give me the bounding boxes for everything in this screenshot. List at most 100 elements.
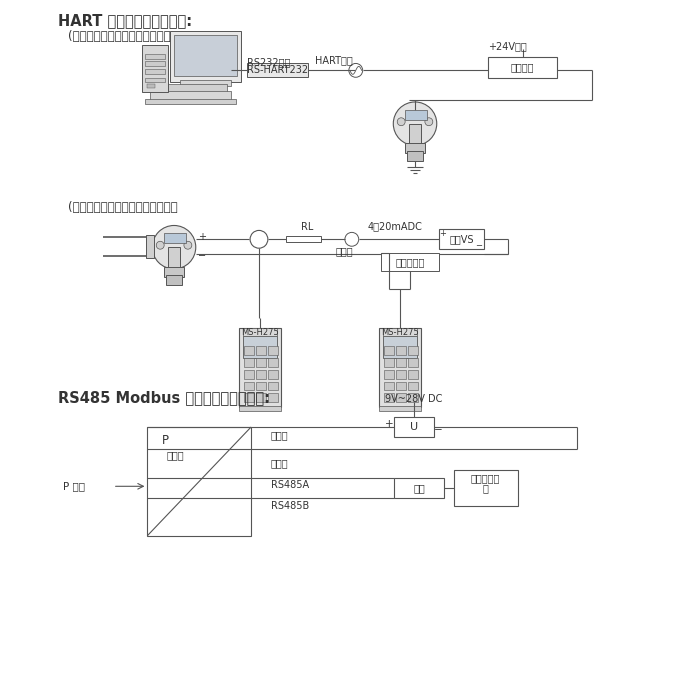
Text: 电源负: 电源负 <box>271 459 288 468</box>
Bar <box>256 370 266 378</box>
Bar <box>150 91 231 100</box>
Bar <box>286 236 321 243</box>
Bar <box>407 151 423 161</box>
Text: HART信号: HART信号 <box>315 55 353 65</box>
Circle shape <box>152 225 195 269</box>
Bar <box>384 382 394 390</box>
Text: +: + <box>439 229 446 238</box>
Bar <box>381 253 439 271</box>
Text: +24V电源: +24V电源 <box>488 42 527 52</box>
Bar <box>268 382 278 390</box>
Bar <box>256 358 266 367</box>
Bar <box>408 358 418 367</box>
Bar <box>146 69 165 74</box>
Bar <box>239 406 280 411</box>
Bar <box>384 346 394 355</box>
Text: RS485 Modbus 输出信号连接示意图:: RS485 Modbus 输出信号连接示意图: <box>59 390 270 405</box>
Text: 电流表: 电流表 <box>335 246 353 256</box>
Bar <box>405 143 425 153</box>
Circle shape <box>156 241 164 249</box>
Text: +: + <box>197 232 206 243</box>
Bar <box>384 336 417 358</box>
Text: RS485B: RS485B <box>271 501 309 511</box>
Text: 负载电阵机: 负载电阵机 <box>396 257 425 267</box>
Bar <box>244 394 254 403</box>
Bar <box>384 370 394 378</box>
Bar <box>180 80 231 86</box>
Bar <box>409 124 421 146</box>
Text: −: − <box>197 251 206 261</box>
Bar <box>268 358 278 367</box>
Text: RS232接口: RS232接口 <box>247 58 290 67</box>
Bar <box>244 382 254 390</box>
Text: 件: 件 <box>482 483 488 493</box>
Circle shape <box>184 241 192 249</box>
Bar <box>408 370 418 378</box>
Bar <box>396 370 406 378</box>
Bar <box>268 394 278 403</box>
Bar <box>243 336 277 358</box>
Text: U: U <box>410 422 418 432</box>
Bar <box>243 328 277 336</box>
Circle shape <box>394 102 437 146</box>
Bar <box>439 229 484 249</box>
Bar <box>408 382 418 390</box>
Text: −: − <box>434 425 443 435</box>
Bar <box>396 358 406 367</box>
Bar <box>454 471 518 506</box>
Bar <box>405 110 427 120</box>
Text: RS-HART232: RS-HART232 <box>247 65 308 76</box>
Text: RS485A: RS485A <box>271 480 309 491</box>
Text: 电源正: 电源正 <box>271 430 288 440</box>
Bar <box>408 394 418 403</box>
Text: P: P <box>162 435 168 448</box>
Text: 变送器: 变送器 <box>166 450 184 459</box>
Bar <box>384 394 394 403</box>
Bar <box>394 478 443 498</box>
Text: 负载电阵: 负载电阵 <box>511 62 534 72</box>
Bar <box>239 328 280 407</box>
Text: P 输入: P 输入 <box>63 482 86 491</box>
Circle shape <box>250 230 268 248</box>
Bar <box>146 78 165 82</box>
Bar <box>379 406 421 411</box>
Bar <box>256 394 266 403</box>
Bar <box>168 247 180 269</box>
Bar <box>408 346 418 355</box>
Text: RL: RL <box>301 222 313 232</box>
Bar <box>488 57 557 78</box>
Bar <box>396 346 406 355</box>
Text: 9V~28V DC: 9V~28V DC <box>386 394 443 404</box>
Bar <box>247 64 309 78</box>
Circle shape <box>425 118 433 125</box>
Bar <box>244 358 254 367</box>
Bar <box>244 370 254 378</box>
Text: 4～20mADC: 4～20mADC <box>367 222 423 231</box>
Bar <box>256 346 266 355</box>
Bar <box>174 35 237 76</box>
Bar <box>166 275 182 285</box>
Bar <box>164 267 184 277</box>
Text: 计算机及软: 计算机及软 <box>470 473 500 484</box>
Bar <box>268 346 278 355</box>
Bar <box>146 62 165 67</box>
Bar <box>396 394 406 403</box>
Bar <box>148 427 251 536</box>
Bar <box>148 84 155 88</box>
Bar <box>384 358 394 367</box>
Bar <box>170 31 241 82</box>
Bar <box>384 328 417 336</box>
Text: HART 输出信号连接示意图:: HART 输出信号连接示意图: <box>59 13 193 28</box>
Circle shape <box>345 232 359 246</box>
Circle shape <box>397 118 405 125</box>
Text: 电源VS: 电源VS <box>449 234 474 245</box>
Bar <box>394 417 434 437</box>
Bar <box>256 382 266 390</box>
Text: MS-H275: MS-H275 <box>381 328 419 337</box>
Circle shape <box>349 64 363 78</box>
Text: −: − <box>474 240 482 249</box>
Bar <box>146 99 237 104</box>
Bar <box>146 53 165 58</box>
Bar <box>142 44 168 92</box>
Text: (２）变送器与手操器的连接示意图: (２）变送器与手操器的连接示意图 <box>68 201 178 214</box>
